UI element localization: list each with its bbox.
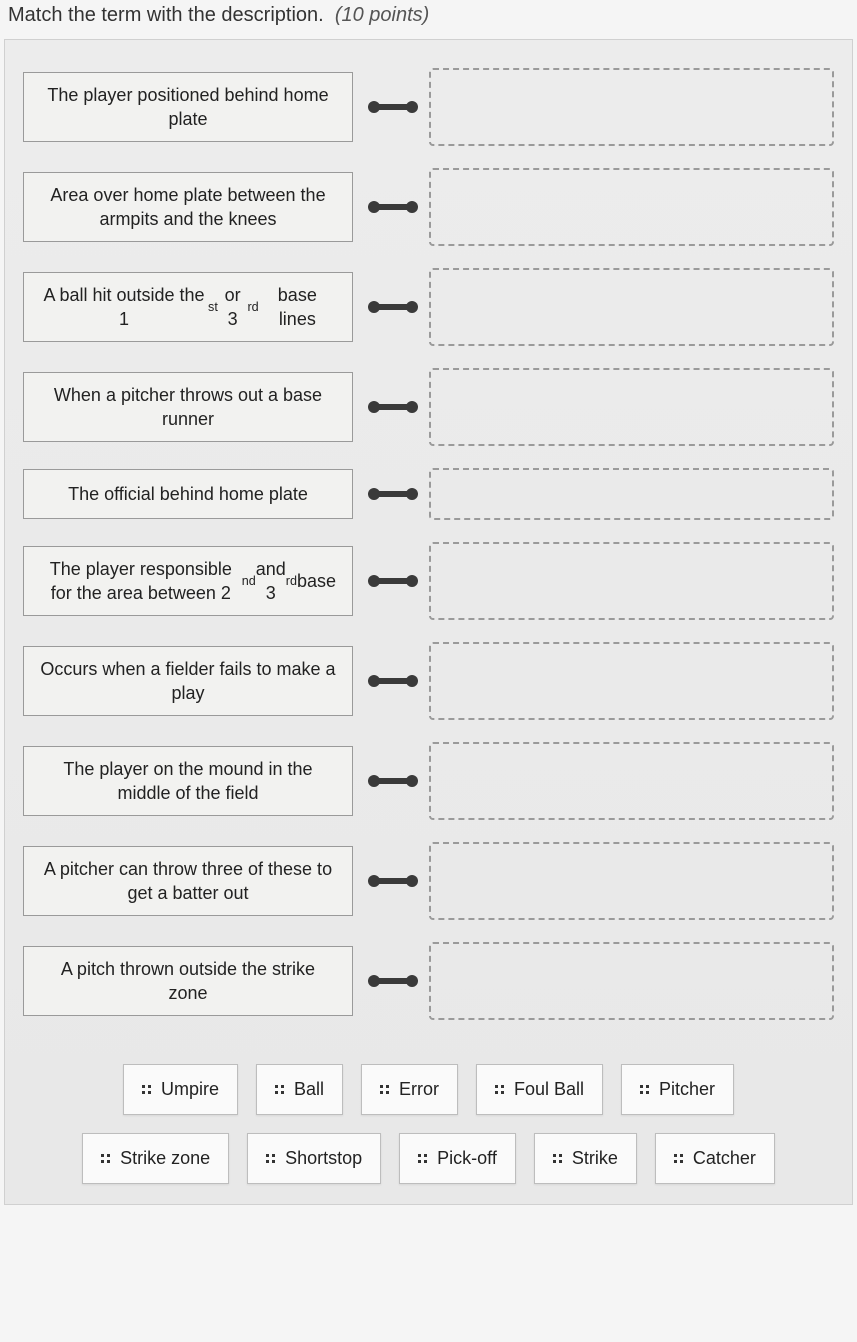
description-box: The player on the mound in the middle of… <box>23 746 353 817</box>
description-box: The official behind home plate <box>23 469 353 519</box>
answer-chip[interactable]: Umpire <box>123 1064 238 1115</box>
answer-chip-label: Strike zone <box>120 1148 210 1169</box>
description-box: The player responsible for the area betw… <box>23 546 353 617</box>
answer-chip-label: Umpire <box>161 1079 219 1100</box>
match-row: A pitch thrown outside the strike zone <box>23 942 834 1020</box>
answer-chip[interactable]: Foul Ball <box>476 1064 603 1115</box>
drag-grip-icon <box>495 1085 504 1094</box>
connector-icon <box>363 99 423 115</box>
answer-chip-label: Catcher <box>693 1148 756 1169</box>
answer-chip-label: Shortstop <box>285 1148 362 1169</box>
answer-chip-label: Error <box>399 1079 439 1100</box>
drag-grip-icon <box>553 1154 562 1163</box>
drop-target[interactable] <box>429 842 834 920</box>
description-box: A ball hit outside the 1st or 3rd base l… <box>23 272 353 343</box>
answer-bank: Umpire Ball Error Foul Ball Pitcher Strike z… <box>23 1064 834 1184</box>
match-row: The player responsible for the area betw… <box>23 542 834 620</box>
question-header: Match the term with the description. (10… <box>0 0 857 39</box>
description-box: The player positioned behind home plate <box>23 72 353 143</box>
drop-target[interactable] <box>429 942 834 1020</box>
connector-icon <box>363 973 423 989</box>
question-points: (10 points) <box>335 4 430 26</box>
connector-icon <box>363 299 423 315</box>
drag-grip-icon <box>418 1154 427 1163</box>
match-row: A ball hit outside the 1st or 3rd base l… <box>23 268 834 346</box>
description-box: A pitch thrown outside the strike zone <box>23 946 353 1017</box>
description-box: Area over home plate between the armpits… <box>23 172 353 243</box>
match-rows: The player positioned behind home plate … <box>23 68 834 1020</box>
match-row: When a pitcher throws out a base runner <box>23 368 834 446</box>
match-row: Occurs when a fielder fails to make a pl… <box>23 642 834 720</box>
connector-icon <box>363 873 423 889</box>
answer-chip-label: Pick-off <box>437 1148 497 1169</box>
match-row: The player on the mound in the middle of… <box>23 742 834 820</box>
answer-chip[interactable]: Pitcher <box>621 1064 734 1115</box>
match-row: The player positioned behind home plate <box>23 68 834 146</box>
description-box: Occurs when a fielder fails to make a pl… <box>23 646 353 717</box>
answer-chip[interactable]: Catcher <box>655 1133 775 1184</box>
drag-grip-icon <box>674 1154 683 1163</box>
drop-target[interactable] <box>429 542 834 620</box>
drop-target[interactable] <box>429 742 834 820</box>
answer-chip[interactable]: Strike <box>534 1133 637 1184</box>
drop-target[interactable] <box>429 168 834 246</box>
match-row: Area over home plate between the armpits… <box>23 168 834 246</box>
answer-chip-label: Strike <box>572 1148 618 1169</box>
answer-chip[interactable]: Ball <box>256 1064 343 1115</box>
drag-grip-icon <box>101 1154 110 1163</box>
drag-grip-icon <box>640 1085 649 1094</box>
match-row: A pitcher can throw three of these to ge… <box>23 842 834 920</box>
answer-chip[interactable]: Error <box>361 1064 458 1115</box>
question-prompt: Match the term with the description. <box>8 4 324 26</box>
drag-grip-icon <box>142 1085 151 1094</box>
description-box: When a pitcher throws out a base runner <box>23 372 353 443</box>
work-area: The player positioned behind home plate … <box>4 39 853 1205</box>
answer-chip[interactable]: Pick-off <box>399 1133 516 1184</box>
drop-target[interactable] <box>429 368 834 446</box>
match-row: The official behind home plate <box>23 468 834 520</box>
drop-target[interactable] <box>429 268 834 346</box>
connector-icon <box>363 486 423 502</box>
description-box: A pitcher can throw three of these to ge… <box>23 846 353 917</box>
drag-grip-icon <box>380 1085 389 1094</box>
answer-chip-label: Pitcher <box>659 1079 715 1100</box>
answer-chip[interactable]: Strike zone <box>82 1133 229 1184</box>
drop-target[interactable] <box>429 468 834 520</box>
drag-grip-icon <box>275 1085 284 1094</box>
connector-icon <box>363 573 423 589</box>
connector-icon <box>363 199 423 215</box>
connector-icon <box>363 399 423 415</box>
drag-grip-icon <box>266 1154 275 1163</box>
connector-icon <box>363 673 423 689</box>
drop-target[interactable] <box>429 68 834 146</box>
answer-chip-label: Foul Ball <box>514 1079 584 1100</box>
connector-icon <box>363 773 423 789</box>
drop-target[interactable] <box>429 642 834 720</box>
answer-chip-label: Ball <box>294 1079 324 1100</box>
answer-chip[interactable]: Shortstop <box>247 1133 381 1184</box>
